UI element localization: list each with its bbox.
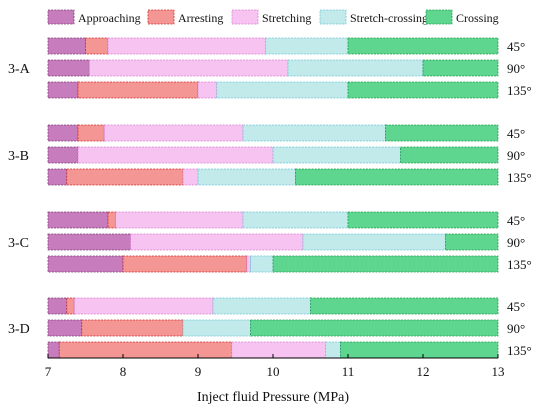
bar-3-d-45-stretch-crossing [212,297,311,315]
bar-3-c-135-crossing [272,255,499,273]
legend-label-stretching: Stretching [262,11,311,25]
angle-label-3-b-45: 45° [507,126,525,141]
angle-label-3-c-45: 45° [507,213,525,228]
group-label-3-a: 3-A [8,62,31,77]
angle-label-3-b-90: 90° [507,148,525,163]
legend-swatch-stretching [231,9,259,25]
bar-3-a-45-stretching [107,37,266,55]
bar-3-a-135-approaching [47,81,79,99]
bar-3-c-135-approaching [47,255,124,273]
angle-label-3-c-135: 135° [507,257,532,272]
bar-3-c-135-stretch-crossing [250,255,274,273]
bar-3-c-135-stretching [246,255,251,273]
bar-3-d-135-crossing [340,341,499,359]
legend-swatch-stretch-crossing [319,9,347,25]
bar-3-a-45-crossing [347,37,499,55]
bar-3-d-135-stretch-crossing [325,341,341,359]
group-label-3-c: 3-C [8,236,29,251]
bar-3-a-45-stretch-crossing [265,37,349,55]
bar-3-b-135-stretch-crossing [197,168,296,186]
bar-3-a-45-arresting [85,37,109,55]
row-labels: 45° 90° 135° 3-A 45° 90° 135° 3-B 45° 90° 135° 3-C 4… [8,39,532,358]
bar-3-d-135-arresting [58,341,233,359]
bar-3-c-45-stretching [115,211,244,229]
bar-3-b-135-arresting [66,168,184,186]
group-label-3-b: 3-B [8,149,29,164]
bar-3-c-45-stretch-crossing [242,211,349,229]
angle-label-3-c-90: 90° [507,235,525,250]
bar-3-a-135-stretching [197,81,218,99]
bar-3-b-135-approaching [47,168,68,186]
x-tick-label-8: 8 [120,364,127,379]
bars [47,37,499,359]
angle-label-3-d-90: 90° [507,321,525,336]
x-tick-label-13: 13 [492,364,505,379]
legend: Approaching Arresting Stretching Stretch-cr… [47,9,499,25]
x-tick-label-9: 9 [195,364,202,379]
bar-3-d-135-stretching [231,341,326,359]
x-axis: 7 8 9 10 11 12 13 [45,354,505,379]
x-tick-label-10: 10 [267,364,280,379]
bar-3-a-135-arresting [77,81,199,99]
angle-label-3-a-90: 90° [507,61,525,76]
bar-3-b-90-stretch-crossing [272,146,401,164]
bar-3-c-45-crossing [347,211,499,229]
bar-3-b-135-stretching [182,168,199,186]
bar-3-c-45-approaching [47,211,109,229]
bar-3-d-90-crossing [250,319,499,337]
group-label-3-d: 3-D [8,322,30,337]
bar-3-a-90-stretching [88,59,289,77]
legend-label-approaching: Approaching [78,11,141,25]
bar-3-b-45-approaching [47,124,79,142]
legend-label-crossing: Crossing [456,11,499,25]
bar-3-d-45-approaching [47,297,68,315]
angle-label-3-b-135: 135° [507,170,532,185]
angle-label-3-a-45: 45° [507,39,525,54]
bar-3-c-45-arresting [107,211,116,229]
bar-3-d-90-approaching [47,319,83,337]
x-tick-label-12: 12 [417,364,430,379]
x-tick-label-11: 11 [342,364,355,379]
legend-swatch-crossing [425,9,453,25]
bar-3-d-135-approaching [47,341,60,359]
bar-3-b-90-approaching [47,146,79,164]
angle-label-3-d-45: 45° [507,299,525,314]
bar-3-a-90-stretch-crossing [287,59,424,77]
bar-3-b-135-crossing [295,168,499,186]
bar-3-d-90-arresting [81,319,184,337]
bar-3-b-45-stretch-crossing [242,124,386,142]
legend-label-stretch-crossing: Stretch-crossing [350,11,428,25]
bar-3-b-45-crossing [385,124,499,142]
bar-3-a-135-crossing [347,81,499,99]
legend-label-arresting: Arresting [178,11,223,25]
bar-3-b-90-stretching [77,146,274,164]
x-tick-label-7: 7 [45,364,52,379]
x-axis-label: Inject fluid Pressure (MPa) [197,390,349,405]
group-3-b [47,124,499,186]
bar-3-d-90-stretch-crossing [182,319,251,337]
bar-3-d-45-arresting [66,297,75,315]
bar-3-b-45-arresting [77,124,105,142]
bar-3-a-135-stretch-crossing [216,81,349,99]
bar-3-c-135-arresting [122,255,248,273]
group-3-a [47,37,499,99]
bar-3-a-90-approaching [47,59,90,77]
bar-3-c-90-crossing [445,233,499,251]
bar-3-c-90-stretch-crossing [302,233,446,251]
group-3-d [47,297,499,359]
angle-label-3-a-135: 135° [507,83,532,98]
legend-swatch-arresting [147,9,175,25]
bar-3-b-90-crossing [400,146,499,164]
bar-3-d-45-crossing [310,297,499,315]
angle-label-3-d-135: 135° [507,343,532,358]
bar-3-a-45-approaching [47,37,86,55]
bar-3-c-90-approaching [47,233,131,251]
bar-3-c-90-stretching [130,233,304,251]
group-3-c [47,211,499,273]
bar-3-d-45-stretching [73,297,214,315]
bar-3-a-90-crossing [422,59,499,77]
bar-3-b-45-stretching [103,124,244,142]
legend-swatch-approaching [47,9,75,25]
